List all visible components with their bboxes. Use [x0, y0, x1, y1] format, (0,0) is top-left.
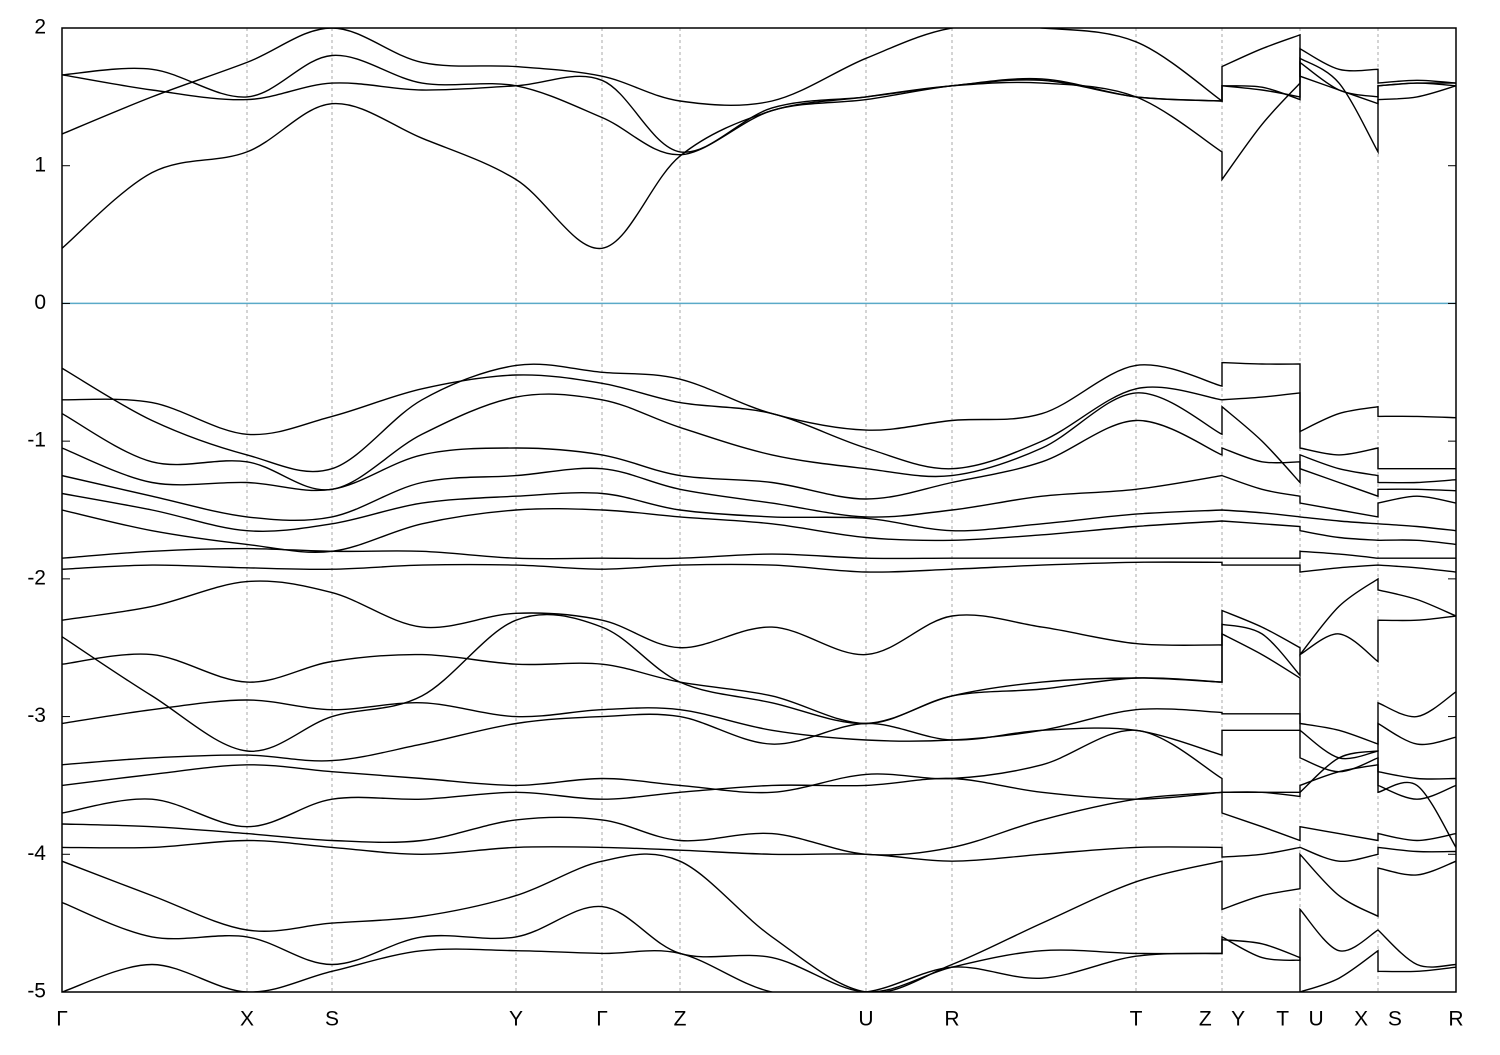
band-line [62, 901, 1456, 992]
band-line [62, 713, 1456, 780]
band-line [62, 492, 1456, 533]
x-tick-label: T [1130, 1008, 1143, 1031]
band-line [62, 791, 1456, 856]
band-line [62, 392, 1456, 491]
bands [62, 28, 1456, 992]
band-line [62, 561, 1456, 573]
band-line [62, 839, 1456, 862]
plot-frame [61, 27, 1457, 993]
band-line [62, 615, 1456, 725]
band-line [62, 374, 1456, 470]
x-tick-label: R [944, 1008, 959, 1031]
band-line [62, 938, 1456, 992]
y-tick-label: -3 [27, 704, 46, 727]
x-tick-label: U [858, 1008, 873, 1031]
x-tick-label: Z Y [1199, 1008, 1245, 1031]
y-tick-label: 0 [34, 291, 46, 314]
band-line [62, 419, 1456, 500]
y-tick-label: -4 [27, 842, 46, 865]
y-tick-label: 1 [34, 153, 46, 176]
y-tick-label: -2 [27, 566, 46, 589]
x-tick-label: Z [674, 1008, 687, 1031]
band-line [62, 577, 1456, 657]
band-line [62, 467, 1456, 522]
x-tick-label: R [1448, 1008, 1463, 1031]
x-tick-label: X S [1354, 1008, 1402, 1031]
x-tick-label: S [325, 1008, 339, 1031]
axis-labels: -5 -4 -3 -2 -1 0 1 2 Γ X S Y Γ Z U R T Z Y T U X S R [27, 16, 1463, 1031]
band-line [62, 852, 1456, 992]
band-line [62, 28, 1456, 135]
x-tick-label: T U [1276, 1008, 1323, 1031]
y-tick-label: 2 [34, 16, 46, 39]
band-line [62, 47, 1456, 153]
grid [61, 28, 1457, 992]
band-line [62, 547, 1456, 560]
x-tick-label: Γ [596, 1008, 608, 1031]
band-line [62, 729, 1456, 800]
band-line [62, 54, 1456, 156]
x-tick-label: Γ [56, 1008, 68, 1031]
band-line [62, 57, 1456, 250]
band-line [62, 361, 1456, 473]
x-tick-label: Y [509, 1008, 523, 1031]
y-tick-label: -5 [27, 980, 46, 1003]
x-tick-label: X [240, 1008, 254, 1031]
band-line [62, 699, 1456, 760]
y-tick-label: -1 [27, 429, 46, 452]
band-line [62, 750, 1456, 848]
